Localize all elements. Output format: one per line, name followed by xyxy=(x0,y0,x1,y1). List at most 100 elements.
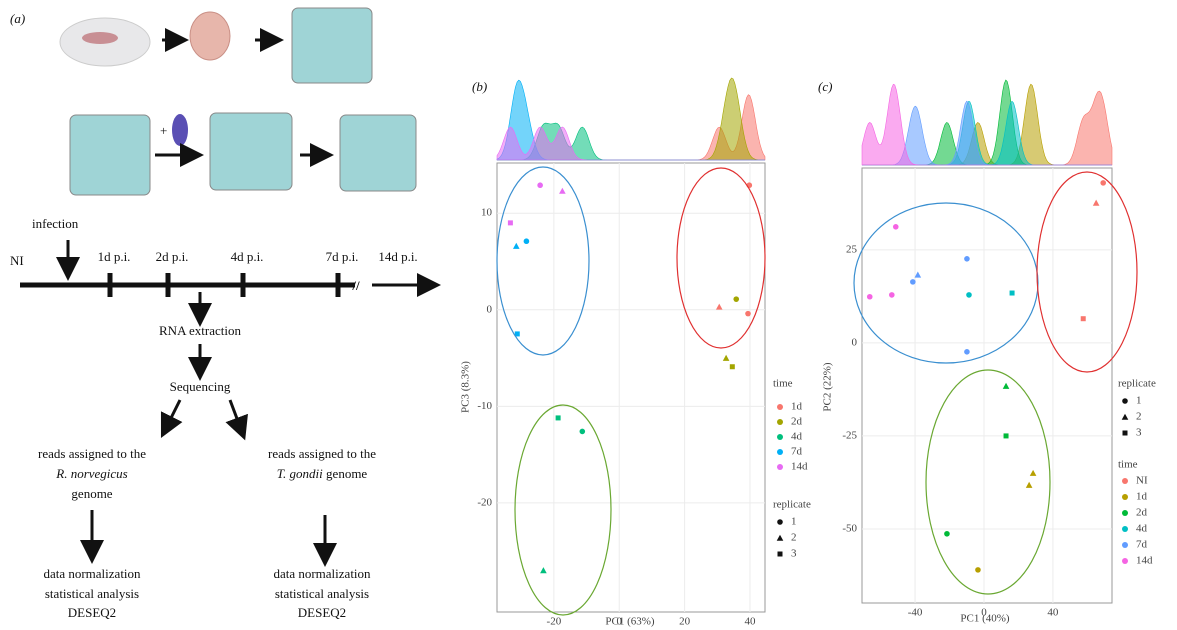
legend-swatch xyxy=(1122,510,1128,516)
data-point xyxy=(540,567,547,574)
data-point xyxy=(1025,481,1033,488)
data-point xyxy=(966,292,972,298)
timeline-ticks: NI 1d p.i. 2d p.i. 4d p.i. 7d p.i. 14d p.i. xyxy=(10,249,418,297)
rat-brain xyxy=(82,32,118,44)
data-point xyxy=(722,354,730,361)
cluster-ellipse xyxy=(676,167,766,349)
y-tick-label: 25 xyxy=(846,243,858,255)
scatter-chart: -40 0 40 -50 -25 0 25 (c) PC1 (40%) PC2 (22%) time… xyxy=(818,79,1156,625)
legend-swatch xyxy=(1122,478,1128,484)
y-tick-label: 0 xyxy=(487,303,493,315)
legend-label: 2 xyxy=(1136,411,1142,423)
legend-label: 4d xyxy=(791,431,803,443)
x-tick-label: 40 xyxy=(1047,607,1059,619)
timeline-label: 14d p.i. xyxy=(378,249,417,264)
timeline-label: 4d p.i. xyxy=(231,249,264,264)
legend-swatch xyxy=(1122,526,1128,532)
legend-label: 2d xyxy=(791,416,803,428)
data-point xyxy=(1009,290,1015,296)
plus-sign: + xyxy=(160,123,167,138)
panel-label: (c) xyxy=(818,79,832,94)
density-curve xyxy=(861,83,1112,166)
cluster-ellipse xyxy=(514,404,612,616)
data-point xyxy=(514,331,520,337)
legend-label: 2 xyxy=(791,532,797,544)
data-point xyxy=(975,567,981,573)
x-axis-label: PC1 (40%) xyxy=(960,613,1010,625)
timeline-label: 2d p.i. xyxy=(156,249,189,264)
legend-label: 2d xyxy=(1136,507,1148,519)
legend-label: NI xyxy=(1136,475,1148,487)
x-tick-label: -20 xyxy=(547,616,562,628)
cluster-ellipse xyxy=(853,202,1039,364)
species-name: R. norvegicus xyxy=(55,466,127,481)
y-tick-label: -10 xyxy=(477,400,492,412)
legend-label: 14d xyxy=(1136,555,1153,567)
data-point xyxy=(555,415,561,421)
panel-a: (a) + infection // NI 1d p.i. 2d p.i. 4d p.… xyxy=(10,7,441,620)
legend-label: 14d xyxy=(791,461,808,473)
legend-swatch xyxy=(1122,430,1128,436)
timeline-label: 7d p.i. xyxy=(326,249,359,264)
legend-label: 7d xyxy=(1136,539,1148,551)
legend-swatch xyxy=(777,419,783,425)
density-curve xyxy=(496,126,765,161)
data-point xyxy=(512,242,520,249)
reads-text: genome xyxy=(71,486,112,501)
analysis-text: statistical analysis xyxy=(45,586,139,601)
legend-swatch xyxy=(1122,398,1128,404)
data-point xyxy=(910,279,916,285)
legend-swatch xyxy=(777,404,783,410)
legend-title: time xyxy=(773,378,793,390)
data-point xyxy=(523,238,530,245)
x-tick-label: 0 xyxy=(616,616,622,628)
cluster-ellipse xyxy=(1036,171,1138,373)
analysis-text: statistical analysis xyxy=(275,586,369,601)
legend-label: 1 xyxy=(1136,395,1142,407)
x-axis-label: PC1 (63%) xyxy=(605,616,655,628)
arrow xyxy=(225,399,248,441)
reads-text: T. gondii genome xyxy=(277,466,368,481)
reads-text: reads assigned to the xyxy=(38,446,146,461)
data-point xyxy=(579,428,586,435)
data-point xyxy=(944,530,950,537)
legend-swatch xyxy=(777,551,783,557)
brain-icon xyxy=(189,11,231,61)
parasite-icon xyxy=(172,114,188,146)
legend-swatch xyxy=(777,449,783,455)
timeline-label: 1d p.i. xyxy=(98,249,131,264)
culture-icon xyxy=(291,7,373,84)
analysis-text: data normalization xyxy=(43,566,141,581)
legend-label: 3 xyxy=(791,548,797,560)
y-tick-label: 0 xyxy=(852,336,858,348)
culture-icon xyxy=(339,114,417,192)
data-point xyxy=(914,271,922,278)
data-point xyxy=(964,255,970,262)
legend-swatch xyxy=(776,534,784,541)
analysis-text: DESEQ2 xyxy=(68,605,116,620)
step-label: RNA extraction xyxy=(159,323,241,338)
plot-background xyxy=(496,162,766,613)
data-point xyxy=(537,182,543,189)
scatter-chart: -20 0 20 40 -20 -10 0 10 (b) PC1 (63%) PC3 (8.3%) t… xyxy=(460,77,811,628)
data-point xyxy=(1092,199,1100,206)
infection-label: infection xyxy=(32,216,79,231)
y-tick-label: 10 xyxy=(481,207,493,219)
analysis-text: data normalization xyxy=(273,566,371,581)
legend-swatch xyxy=(1122,494,1128,500)
data-point xyxy=(1003,433,1009,439)
cluster-ellipses xyxy=(496,166,1138,616)
culture-icon xyxy=(209,112,293,191)
x-tick-label: -40 xyxy=(908,607,923,619)
data-point xyxy=(507,220,513,226)
legend-label: 1d xyxy=(1136,491,1148,503)
data-point xyxy=(1029,469,1037,476)
legend-swatch xyxy=(1122,558,1128,564)
data-point xyxy=(1080,316,1086,322)
data-point xyxy=(866,293,873,300)
y-tick-label: -50 xyxy=(842,522,857,534)
legend-swatch xyxy=(1122,542,1128,548)
culture-icon xyxy=(69,114,151,196)
